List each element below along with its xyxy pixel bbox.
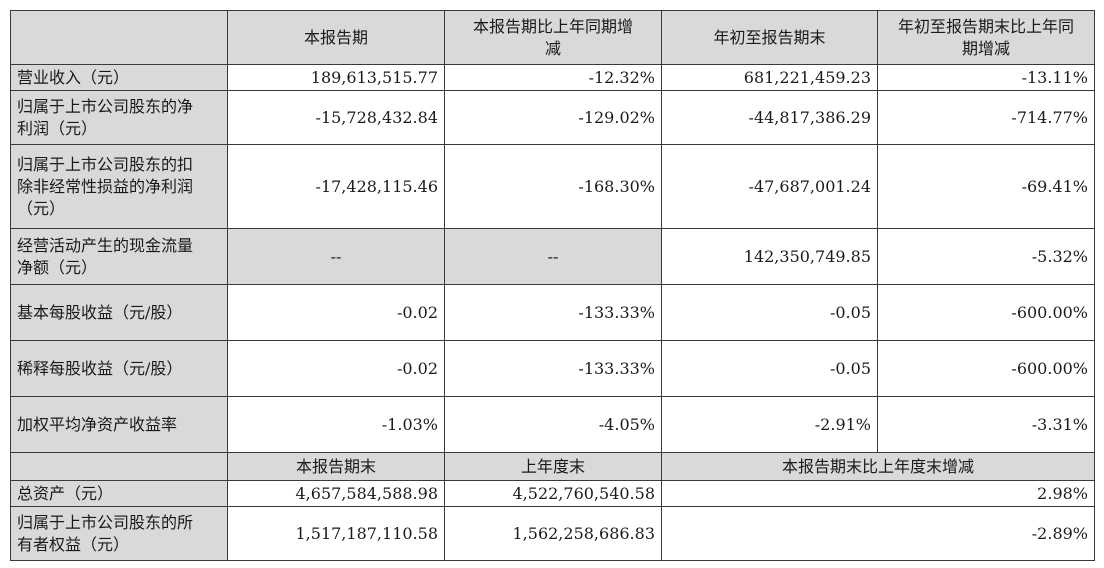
header-row: 本报告期 本报告期比上年同期增减 年初至报告期末 年初至报告期末比上年同期增减 [10, 10, 1095, 65]
cell-value: -- [227, 228, 445, 285]
cell-value: -0.05 [661, 340, 878, 397]
cell-value: 681,221,459.23 [661, 64, 878, 91]
table-row: 基本每股收益（元/股） -0.02 -133.33% -0.05 -600.00… [10, 284, 1095, 341]
row-label: 总资产（元） [10, 480, 228, 507]
cell-value: -2.91% [661, 396, 878, 453]
cell-value: -47,687,001.24 [661, 144, 878, 229]
row-label: 归属于上市公司股东的所有者权益（元） [10, 506, 228, 561]
cell-value: -0.02 [227, 284, 445, 341]
row-label: 基本每股收益（元/股） [10, 284, 228, 341]
cell-value: -133.33% [444, 284, 662, 341]
header2-period-end: 本报告期末 [227, 452, 445, 481]
cell-value: -714.77% [877, 90, 1095, 145]
table-row: 归属于上市公司股东的净利润（元） -15,728,432.84 -129.02%… [10, 90, 1095, 145]
table-row: 加权平均净资产收益率 -1.03% -4.05% -2.91% -3.31% [10, 396, 1095, 453]
table-row: 经营活动产生的现金流量净额（元） -- -- 142,350,749.85 -5… [10, 228, 1095, 285]
row-label: 归属于上市公司股东的净利润（元） [10, 90, 228, 145]
row-label-text: 归属于上市公司股东的净利润（元） [17, 96, 194, 138]
cell-value: -15,728,432.84 [227, 90, 445, 145]
cell-value: -600.00% [877, 284, 1095, 341]
row-label-text: 加权平均净资产收益率 [17, 414, 178, 434]
header2-prior-year-end: 上年度末 [444, 452, 662, 481]
header-current-period-yoy-text: 本报告期比上年同期增减 [472, 16, 633, 58]
header-ytd: 年初至报告期末 [661, 10, 878, 65]
row-label-text: 归属于上市公司股东的所有者权益（元） [17, 512, 194, 554]
cell-value: 1,562,258,686.83 [444, 506, 662, 561]
cell-value: -4.05% [444, 396, 662, 453]
cell-value: -0.05 [661, 284, 878, 341]
cell-value: -69.41% [877, 144, 1095, 229]
cell-value: -0.02 [227, 340, 445, 397]
row-label: 经营活动产生的现金流量净额（元） [10, 228, 228, 285]
cell-value: 1,517,187,110.58 [227, 506, 445, 561]
header2-corner [10, 452, 228, 481]
financial-summary-table: 本报告期 本报告期比上年同期增减 年初至报告期末 年初至报告期末比上年同期增减 … [10, 10, 1095, 561]
cell-value: 4,657,584,588.98 [227, 480, 445, 507]
header-ytd-yoy-text: 年初至报告期末比上年同期增减 [897, 16, 1074, 58]
cell-value: -44,817,386.29 [661, 90, 878, 145]
row-label-text: 稀释每股收益（元/股） [17, 358, 183, 378]
cell-value: -- [444, 228, 662, 285]
header-corner [10, 10, 228, 65]
cell-value: 4,522,760,540.58 [444, 480, 662, 507]
header-current-period-yoy: 本报告期比上年同期增减 [444, 10, 662, 65]
cell-value: -133.33% [444, 340, 662, 397]
row-label: 稀释每股收益（元/股） [10, 340, 228, 397]
row-label-text: 基本每股收益（元/股） [17, 302, 183, 322]
cell-value: 142,350,749.85 [661, 228, 878, 285]
row-label: 营业收入（元） [10, 64, 228, 91]
header2-change: 本报告期末比上年度末增减 [661, 452, 1095, 481]
table-row: 归属于上市公司股东的所有者权益（元） 1,517,187,110.58 1,56… [10, 506, 1095, 561]
cell-value: -5.32% [877, 228, 1095, 285]
row-label: 加权平均净资产收益率 [10, 396, 228, 453]
cell-value: 189,613,515.77 [227, 64, 445, 91]
cell-value: -129.02% [444, 90, 662, 145]
table-row: 营业收入（元） 189,613,515.77 -12.32% 681,221,4… [10, 64, 1095, 91]
cell-value: -12.32% [444, 64, 662, 91]
cell-value: -1.03% [227, 396, 445, 453]
table-row: 总资产（元） 4,657,584,588.98 4,522,760,540.58… [10, 480, 1095, 507]
header-ytd-yoy: 年初至报告期末比上年同期增减 [877, 10, 1095, 65]
cell-value: -3.31% [877, 396, 1095, 453]
row-label-text: 经营活动产生的现金流量净额（元） [17, 235, 194, 277]
cell-value: -2.89% [661, 506, 1095, 561]
row-label: 归属于上市公司股东的扣除非经常性损益的净利润（元） [10, 144, 228, 229]
cell-value: -17,428,115.46 [227, 144, 445, 229]
header-row-2: 本报告期末 上年度末 本报告期末比上年度末增减 [10, 452, 1095, 481]
cell-value: -13.11% [877, 64, 1095, 91]
table-row: 归属于上市公司股东的扣除非经常性损益的净利润（元） -17,428,115.46… [10, 144, 1095, 229]
table-row: 稀释每股收益（元/股） -0.02 -133.33% -0.05 -600.00… [10, 340, 1095, 397]
cell-value: -600.00% [877, 340, 1095, 397]
cell-value: 2.98% [661, 480, 1095, 507]
cell-value: -168.30% [444, 144, 662, 229]
financial-table-container: 本报告期 本报告期比上年同期增减 年初至报告期末 年初至报告期末比上年同期增减 … [10, 10, 1095, 561]
row-label-text: 归属于上市公司股东的扣除非经常性损益的净利润（元） [17, 154, 194, 218]
header-current-period: 本报告期 [227, 10, 445, 65]
